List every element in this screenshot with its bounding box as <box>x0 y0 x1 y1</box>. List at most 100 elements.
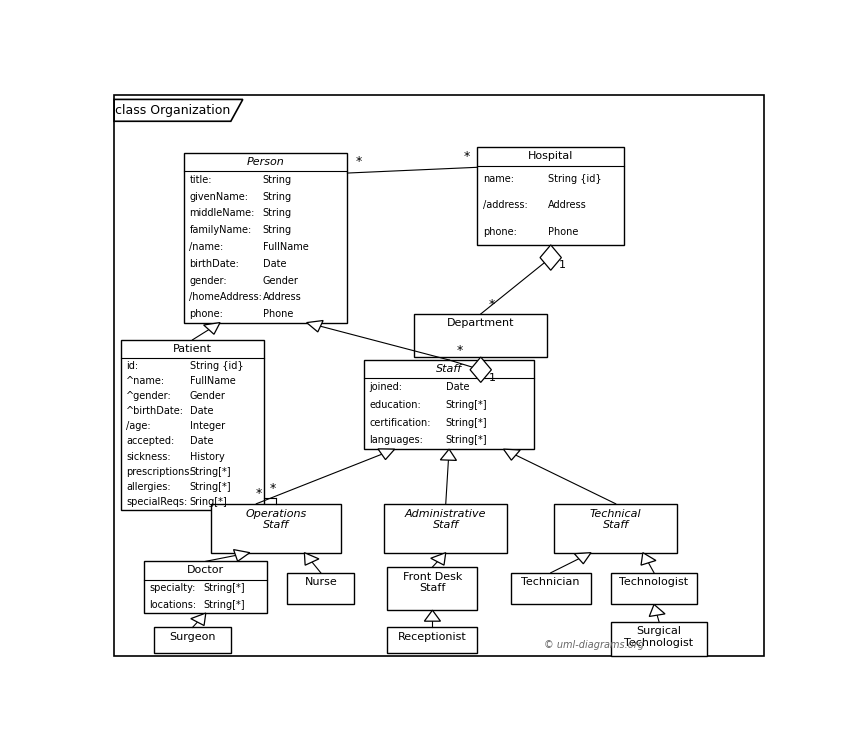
Bar <box>611 573 697 604</box>
Bar <box>387 627 477 654</box>
Text: /address:: /address: <box>482 200 527 210</box>
Text: familyName:: familyName: <box>189 225 252 235</box>
Text: birthDate:: birthDate: <box>189 258 239 269</box>
Text: Department: Department <box>447 318 514 328</box>
Text: Doctor: Doctor <box>187 565 224 575</box>
Text: locations:: locations: <box>150 600 197 610</box>
Text: ^gender:: ^gender: <box>126 391 172 401</box>
Text: certification:: certification: <box>370 418 431 427</box>
Text: Address: Address <box>548 200 587 210</box>
Text: String: String <box>262 175 292 185</box>
Bar <box>384 503 507 553</box>
Text: Surgeon: Surgeon <box>169 632 216 642</box>
Text: phone:: phone: <box>189 309 224 319</box>
Text: Nurse: Nurse <box>304 577 337 587</box>
Text: Surgical
Technologist: Surgical Technologist <box>624 627 694 648</box>
Text: Integer: Integer <box>189 421 224 431</box>
Text: Staff: Staff <box>436 365 462 374</box>
Text: String[*]: String[*] <box>203 600 245 610</box>
Text: Date: Date <box>189 436 213 447</box>
Text: String[*]: String[*] <box>445 400 488 410</box>
Text: 1: 1 <box>559 261 566 270</box>
Polygon shape <box>641 553 656 565</box>
Text: specialReqs:: specialReqs: <box>126 497 187 507</box>
Text: FullName: FullName <box>189 376 236 386</box>
Text: allergies:: allergies: <box>126 482 171 492</box>
Text: title:: title: <box>189 175 212 185</box>
Text: 1: 1 <box>488 373 495 382</box>
Text: *: * <box>464 149 470 163</box>
Polygon shape <box>304 553 319 565</box>
Text: Operations
Staff: Operations Staff <box>245 509 306 530</box>
Polygon shape <box>470 357 491 382</box>
Bar <box>364 360 534 449</box>
Text: givenName:: givenName: <box>189 191 249 202</box>
Bar <box>511 573 591 604</box>
Polygon shape <box>234 550 249 561</box>
Text: accepted:: accepted: <box>126 436 175 447</box>
Bar <box>120 340 264 509</box>
Text: History: History <box>189 452 224 462</box>
Bar <box>554 503 678 553</box>
Text: prescriptions:: prescriptions: <box>126 467 193 477</box>
Polygon shape <box>204 323 220 334</box>
Text: /homeAddress:: /homeAddress: <box>189 292 262 303</box>
Text: *: * <box>355 155 362 168</box>
Text: String[*]: String[*] <box>189 467 231 477</box>
Text: Technician: Technician <box>521 577 580 587</box>
Text: ^name:: ^name: <box>126 376 165 386</box>
Bar <box>611 622 707 656</box>
Text: Phone: Phone <box>262 309 293 319</box>
Bar <box>184 153 347 323</box>
Bar <box>211 503 341 553</box>
Text: FullName: FullName <box>262 242 308 252</box>
Text: Gender: Gender <box>262 276 298 285</box>
Text: Gender: Gender <box>189 391 225 401</box>
Text: languages:: languages: <box>370 436 423 445</box>
Text: *: * <box>255 487 262 500</box>
Bar <box>287 573 354 604</box>
Text: Technologist: Technologist <box>619 577 689 587</box>
Text: Administrative
Staff: Administrative Staff <box>405 509 487 530</box>
Text: Hospital: Hospital <box>528 152 574 161</box>
Text: Address: Address <box>262 292 301 303</box>
Text: middleName:: middleName: <box>189 208 255 218</box>
Text: Phone: Phone <box>548 226 578 237</box>
Text: String {id}: String {id} <box>548 174 601 184</box>
Bar <box>144 561 267 613</box>
Text: Patient: Patient <box>173 344 212 354</box>
Text: Technical
Staff: Technical Staff <box>590 509 642 530</box>
Text: /name:: /name: <box>189 242 224 252</box>
Text: String[*]: String[*] <box>189 482 231 492</box>
Text: String: String <box>262 225 292 235</box>
Text: Front Desk
Staff: Front Desk Staff <box>402 571 462 593</box>
Polygon shape <box>431 553 445 565</box>
Text: /age:: /age: <box>126 421 150 431</box>
Text: education:: education: <box>370 400 421 410</box>
Bar <box>477 147 624 245</box>
Polygon shape <box>540 245 562 270</box>
Text: ^birthDate:: ^birthDate: <box>126 406 184 416</box>
Text: *: * <box>457 344 464 357</box>
Text: Date: Date <box>445 382 470 392</box>
Text: name:: name: <box>482 174 513 184</box>
Text: Date: Date <box>262 258 286 269</box>
Text: sickness:: sickness: <box>126 452 171 462</box>
Bar <box>387 567 477 610</box>
Polygon shape <box>114 99 243 121</box>
Text: class Organization: class Organization <box>115 104 230 117</box>
Polygon shape <box>424 610 440 622</box>
Text: String[*]: String[*] <box>203 583 245 593</box>
Polygon shape <box>574 553 591 564</box>
Polygon shape <box>191 613 206 625</box>
Text: specialty:: specialty: <box>150 583 196 593</box>
Polygon shape <box>307 320 323 332</box>
Text: Date: Date <box>189 406 213 416</box>
Bar <box>415 314 548 357</box>
Text: Receptionist: Receptionist <box>398 632 467 642</box>
Bar <box>154 627 230 654</box>
Text: id:: id: <box>126 361 138 371</box>
Text: Person: Person <box>247 157 285 167</box>
Text: *: * <box>488 298 495 311</box>
Polygon shape <box>378 449 395 459</box>
